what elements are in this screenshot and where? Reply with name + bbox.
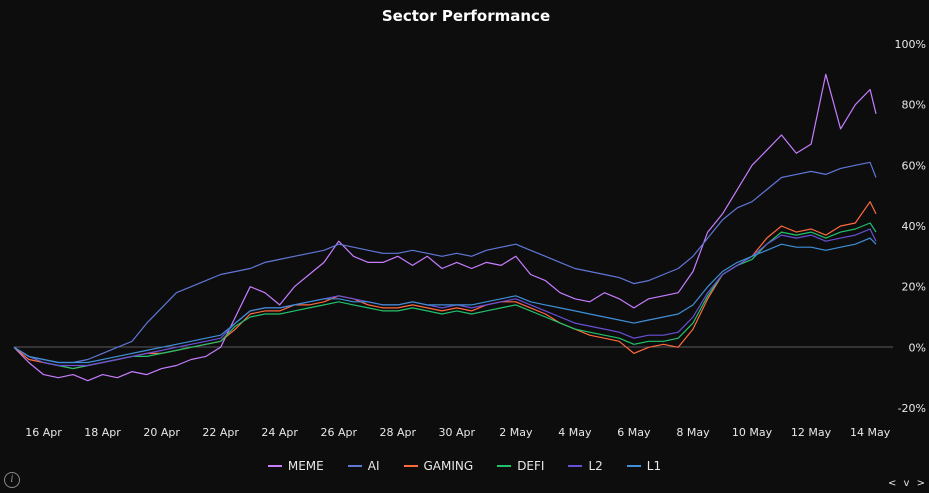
x-tick-label: 18 Apr [84,426,121,439]
legend-item-gaming[interactable]: GAMING [403,459,474,473]
y-tick-label: 0% [909,341,926,354]
legend-item-l1[interactable]: L1 [626,459,662,473]
y-tick-label: 60% [902,159,926,172]
x-tick-label: 8 May [676,426,710,439]
legend-label: MEME [287,459,324,473]
legend-swatch [403,465,418,467]
legend-swatch [347,465,362,467]
legend-label: GAMING [423,459,474,473]
series-line-ai [13,161,877,364]
x-tick-label: 20 Apr [143,426,180,439]
x-tick-label: 30 Apr [439,426,476,439]
chart-legend: MEME AI GAMING DEFI L2 L1 [0,456,929,476]
info-icon[interactable]: i [4,472,20,488]
series-line-gaming [13,201,877,370]
legend-item-l2[interactable]: L2 [568,459,603,473]
legend-label: AI [367,459,380,473]
x-tick-label: 22 Apr [202,426,239,439]
legend-swatch [626,465,641,467]
legend-item-meme[interactable]: MEME [267,459,324,473]
x-tick-label: 10 May [732,426,773,439]
legend-swatch [497,465,512,467]
y-axis: 100% 80% 60% 40% 20% 0% -20% [895,38,926,415]
legend-item-ai[interactable]: AI [347,459,380,473]
series-line-l2 [13,228,877,367]
x-tick-label: 16 Apr [25,426,62,439]
x-tick-label: 6 May [617,426,651,439]
chart-title: Sector Performance [382,7,550,25]
legend-swatch [267,465,282,467]
x-tick-label: 12 May [791,426,832,439]
legend-label: L1 [646,459,662,473]
legend-label: DEFI [517,459,545,473]
series-line-meme [13,73,877,382]
legend-item-defi[interactable]: DEFI [497,459,544,473]
chart-nav-controls[interactable]: < v > [887,478,927,489]
series-lines [13,73,877,382]
x-tick-label: 26 Apr [320,426,357,439]
y-tick-label: 20% [902,281,926,294]
y-tick-label: 40% [902,220,926,233]
x-tick-label: 24 Apr [261,426,298,439]
x-tick-label: 14 May [850,426,891,439]
y-tick-label: 100% [895,38,926,51]
series-line-l1 [13,237,877,364]
y-tick-label: 80% [902,99,926,112]
x-tick-label: 4 May [558,426,592,439]
legend-swatch [568,465,583,467]
x-tick-label: 2 May [499,426,533,439]
x-axis: 16 Apr 18 Apr 20 Apr 22 Apr 24 Apr 26 Apr 28 A… [25,426,890,439]
x-tick-label: 28 Apr [380,426,417,439]
y-tick-label: -20% [898,402,926,415]
legend-label: L2 [588,459,603,473]
